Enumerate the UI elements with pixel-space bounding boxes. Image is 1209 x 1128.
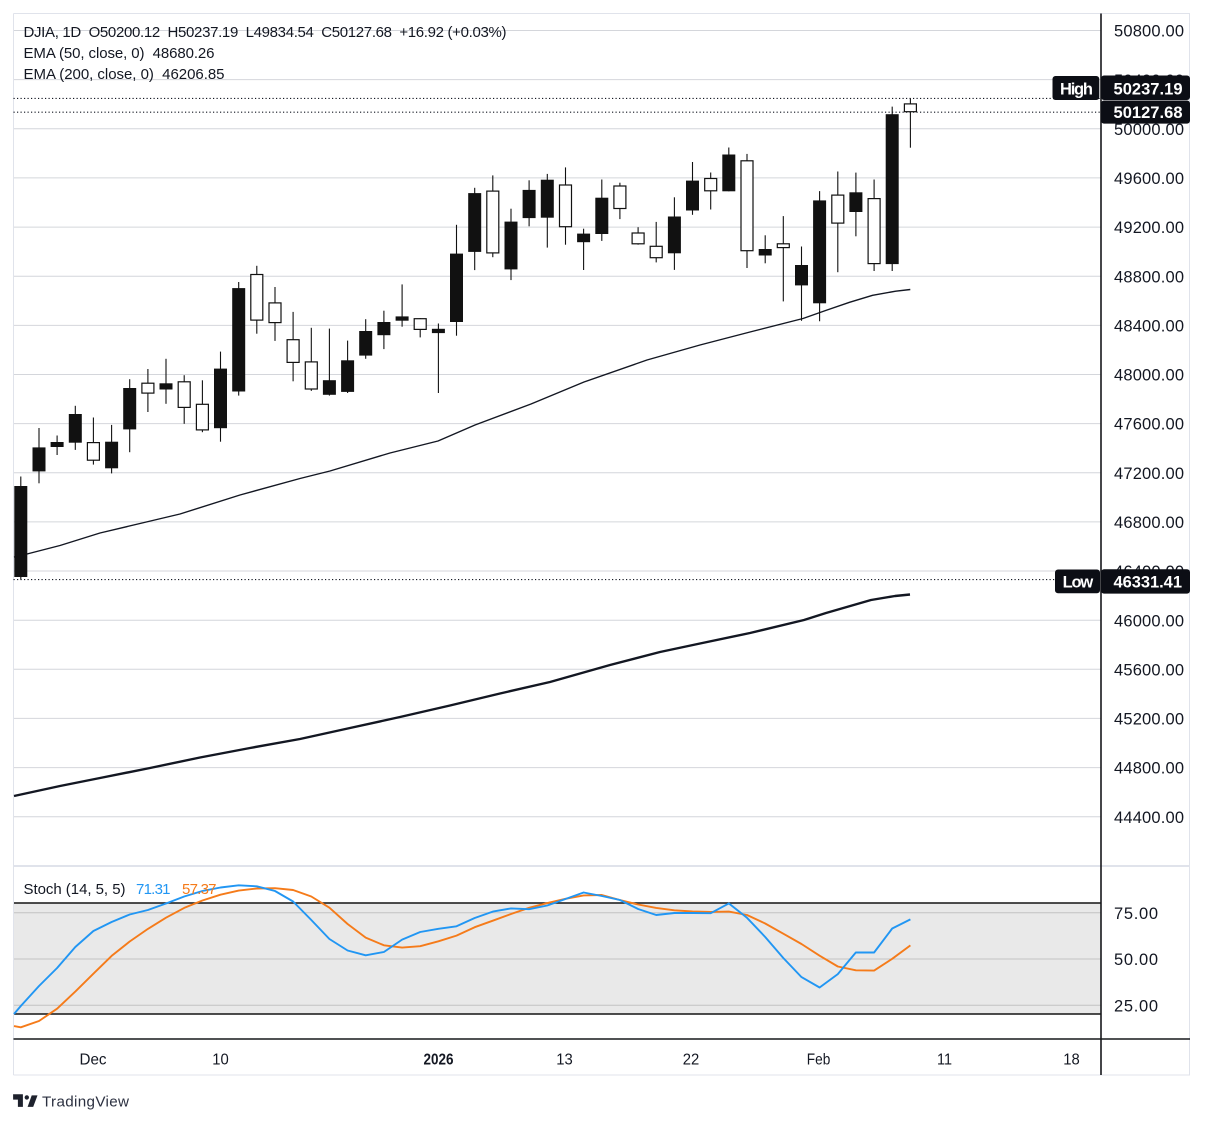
svg-text:18: 18: [1063, 1051, 1080, 1068]
svg-text:46000.00: 46000.00: [1114, 612, 1184, 630]
svg-text:2026: 2026: [424, 1051, 454, 1068]
svg-text:48000.00: 48000.00: [1114, 367, 1184, 385]
svg-text:47600.00: 47600.00: [1114, 416, 1184, 434]
svg-text:22: 22: [683, 1051, 700, 1068]
svg-text:44400.00: 44400.00: [1114, 809, 1184, 827]
svg-text:25.00: 25.00: [1114, 997, 1158, 1015]
svg-text:11: 11: [937, 1051, 952, 1068]
svg-text:EMA (200, close, 0) 46206.85: EMA (200, close, 0) 46206.85: [24, 66, 225, 83]
svg-text:TradingView: TradingView: [42, 1094, 129, 1111]
svg-text:50800.00: 50800.00: [1114, 23, 1184, 41]
svg-text:13: 13: [556, 1051, 573, 1068]
svg-text:49200.00: 49200.00: [1114, 219, 1184, 237]
svg-text:48400.00: 48400.00: [1114, 318, 1184, 336]
svg-text:46331.41: 46331.41: [1114, 574, 1183, 592]
svg-text:45600.00: 45600.00: [1114, 661, 1184, 679]
svg-text:57.37: 57.37: [182, 881, 217, 898]
svg-text:High: High: [1060, 81, 1093, 99]
svg-text:49600.00: 49600.00: [1114, 170, 1184, 188]
svg-text:EMA (50, close, 0) 48680.26: EMA (50, close, 0) 48680.26: [24, 45, 215, 62]
svg-text:DJIA, 1D O50200.12 H50237.19: DJIA, 1D O50200.12 H50237.19 L49834.54 C…: [24, 24, 507, 41]
svg-text:50127.68: 50127.68: [1114, 104, 1183, 122]
svg-text:50.00: 50.00: [1114, 951, 1158, 969]
svg-text:Dec: Dec: [80, 1051, 107, 1068]
svg-text:45200.00: 45200.00: [1114, 711, 1184, 729]
svg-text:50000.00: 50000.00: [1114, 121, 1184, 139]
svg-text:Stoch (14, 5, 5): Stoch (14, 5, 5): [24, 881, 126, 898]
svg-text:Feb: Feb: [807, 1051, 831, 1068]
svg-text:47200.00: 47200.00: [1114, 465, 1184, 483]
svg-text:Low: Low: [1063, 574, 1094, 592]
svg-text:48800.00: 48800.00: [1114, 268, 1184, 286]
svg-text:71.31: 71.31: [136, 881, 171, 898]
svg-text:50237.19: 50237.19: [1114, 81, 1183, 99]
svg-text:10: 10: [212, 1051, 229, 1068]
svg-text:75.00: 75.00: [1114, 905, 1158, 923]
svg-text:46800.00: 46800.00: [1114, 514, 1184, 532]
svg-text:44800.00: 44800.00: [1114, 760, 1184, 778]
